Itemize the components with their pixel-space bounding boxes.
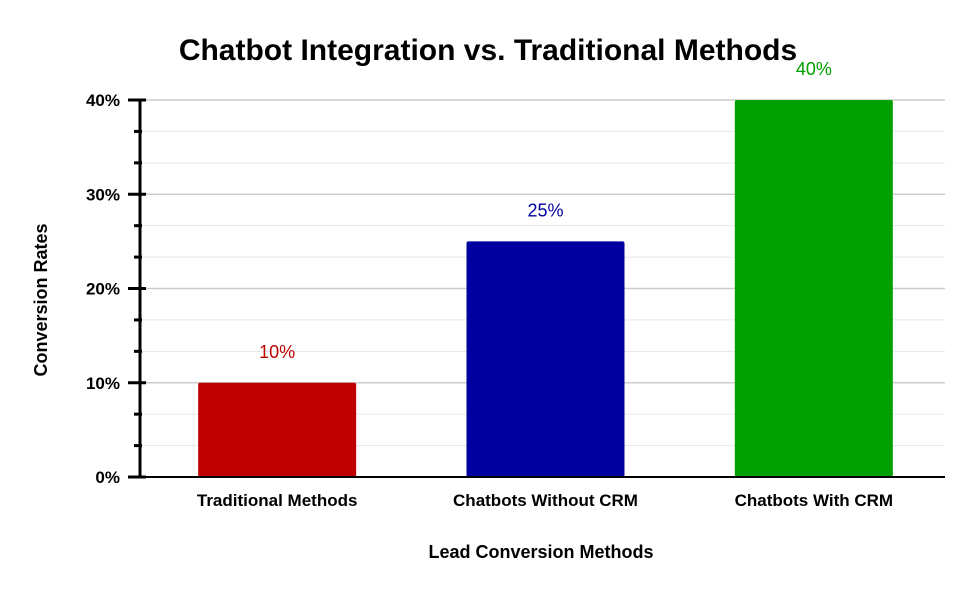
x-axis-label: Lead Conversion Methods	[428, 542, 653, 562]
bar-3	[734, 100, 893, 477]
y-tick-labels: 0% 10% 20% 30% 40%	[86, 91, 120, 487]
y-axis-label: Conversion Rates	[31, 223, 51, 376]
x-tick-label: Chatbots Without CRM	[453, 491, 638, 510]
chart-title: Chatbot Integration vs. Traditional Meth…	[179, 34, 797, 67]
x-tick-label: Chatbots With CRM	[735, 491, 894, 510]
data-label: 25%	[527, 200, 563, 220]
y-tick-label: 40%	[86, 91, 120, 110]
bars	[198, 100, 893, 477]
y-tick-label: 30%	[86, 185, 120, 204]
y-tick-label: 20%	[86, 280, 120, 299]
bar-2	[466, 241, 625, 477]
x-tick-label: Traditional Methods	[197, 491, 358, 510]
data-label: 10%	[259, 342, 295, 362]
axes	[128, 98, 945, 479]
x-tick-labels: Traditional Methods Chatbots Without CRM C…	[197, 491, 893, 510]
data-label: 40%	[796, 59, 832, 79]
data-labels: 10% 25% 40%	[259, 59, 832, 362]
y-tick-label: 0%	[95, 468, 120, 487]
bar-1	[198, 382, 357, 477]
y-tick-label: 10%	[86, 374, 120, 393]
